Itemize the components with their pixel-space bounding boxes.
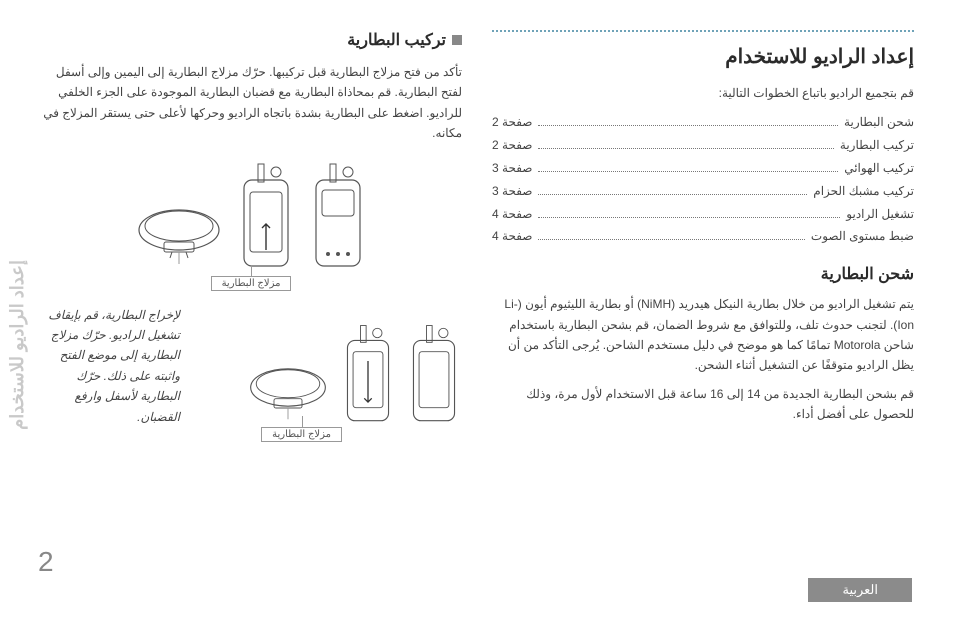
charge-p1: يتم تشغيل الراديو من خلال بطارية النيكل … — [492, 294, 914, 376]
charge-p2: قم بشحن البطارية الجديدة من 14 إلى 16 سا… — [492, 384, 914, 425]
toc-list: شحن البطارية صفحة 2 تركيب البطارية صفحة … — [492, 111, 914, 248]
radio-front-icon — [308, 162, 368, 272]
toc-row: تركيب البطارية صفحة 2 — [492, 134, 914, 157]
toc-dots — [538, 162, 838, 172]
caption-box: مزلاج البطارية — [261, 427, 342, 442]
toc-dots — [538, 231, 804, 241]
toc-label: ضبط مستوى الصوت — [811, 225, 914, 248]
language-tab: العربية — [808, 578, 912, 602]
figure-row-1 — [40, 162, 462, 272]
install-p1: تأكد من فتح مزلاج البطارية قبل تركيبها. … — [40, 62, 462, 144]
caption-leader-line — [251, 265, 252, 277]
battery-bottom-2-icon — [246, 361, 330, 427]
install-heading-text: تركيب البطارية — [347, 30, 446, 50]
toc-label: تركيب البطارية — [840, 134, 914, 157]
toc-label: تشغيل الراديو — [846, 203, 914, 226]
toc-label: تركيب مشبك الحزام — [813, 180, 914, 203]
page-number: 2 — [38, 546, 54, 578]
main-title: إعداد الراديو للاستخدام — [492, 44, 914, 69]
left-column: تركيب البطارية تأكد من فتح مزلاج البطاري… — [40, 30, 462, 540]
radio-back-arrow-icon — [236, 162, 296, 272]
toc-row: تشغيل الراديو صفحة 4 — [492, 203, 914, 226]
toc-dots — [538, 208, 840, 218]
toc-page: صفحة 4 — [492, 203, 532, 226]
toc-label: شحن البطارية — [844, 111, 914, 134]
radio-back-down-arrow-icon — [340, 323, 396, 427]
page-footer: 2 العربية — [0, 570, 954, 618]
charge-heading: شحن البطارية — [492, 264, 914, 284]
dotted-separator — [492, 30, 914, 32]
caption-leader-line — [302, 416, 303, 428]
toc-dots — [538, 185, 807, 195]
side-tab-label: إعداد الراديو للاستخدام — [6, 260, 28, 430]
caption-box: مزلاج البطارية — [211, 276, 292, 291]
figure-row-2: لإخراج البطارية، قم بإيقاف تشغيل الراديو… — [40, 305, 462, 427]
toc-page: صفحة 4 — [492, 225, 532, 248]
toc-row: ضبط مستوى الصوت صفحة 4 — [492, 225, 914, 248]
radio-back-plain-icon — [406, 323, 462, 427]
intro-text: قم بتجميع الراديو باتباع الخطوات التالية… — [492, 83, 914, 103]
toc-dots — [538, 140, 833, 150]
toc-row: تركيب مشبك الحزام صفحة 3 — [492, 180, 914, 203]
caption-text: مزلاج البطارية — [222, 278, 281, 289]
toc-page: صفحة 3 — [492, 157, 532, 180]
right-column: إعداد الراديو للاستخدام قم بتجميع الرادي… — [492, 30, 914, 540]
caption-text-2: مزلاج البطارية — [272, 429, 331, 440]
toc-page: صفحة 2 — [492, 111, 532, 134]
toc-dots — [538, 117, 838, 127]
toc-row: تركيب الهوائي صفحة 3 — [492, 157, 914, 180]
toc-row: شحن البطارية صفحة 2 — [492, 111, 914, 134]
toc-page: صفحة 2 — [492, 134, 532, 157]
remove-battery-note: لإخراج البطارية، قم بإيقاف تشغيل الراديو… — [40, 305, 180, 427]
battery-bottom-icon — [134, 202, 224, 272]
toc-label: تركيب الهوائي — [844, 157, 914, 180]
install-heading: تركيب البطارية — [40, 30, 462, 50]
toc-page: صفحة 3 — [492, 180, 532, 203]
caption-row-2: مزلاج البطارية — [40, 427, 342, 442]
square-bullet-icon — [452, 35, 462, 45]
caption-row-1: مزلاج البطارية — [40, 276, 462, 291]
